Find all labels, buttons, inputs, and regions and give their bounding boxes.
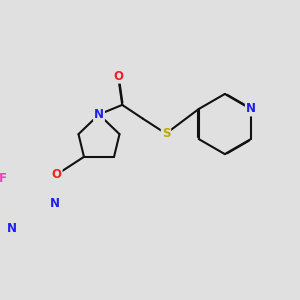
Text: N: N bbox=[50, 197, 60, 210]
Text: O: O bbox=[52, 168, 61, 181]
Text: N: N bbox=[246, 103, 256, 116]
Text: N: N bbox=[94, 108, 104, 121]
Text: F: F bbox=[0, 172, 7, 185]
Text: S: S bbox=[162, 127, 170, 140]
Text: O: O bbox=[113, 70, 123, 83]
Text: N: N bbox=[7, 222, 17, 235]
